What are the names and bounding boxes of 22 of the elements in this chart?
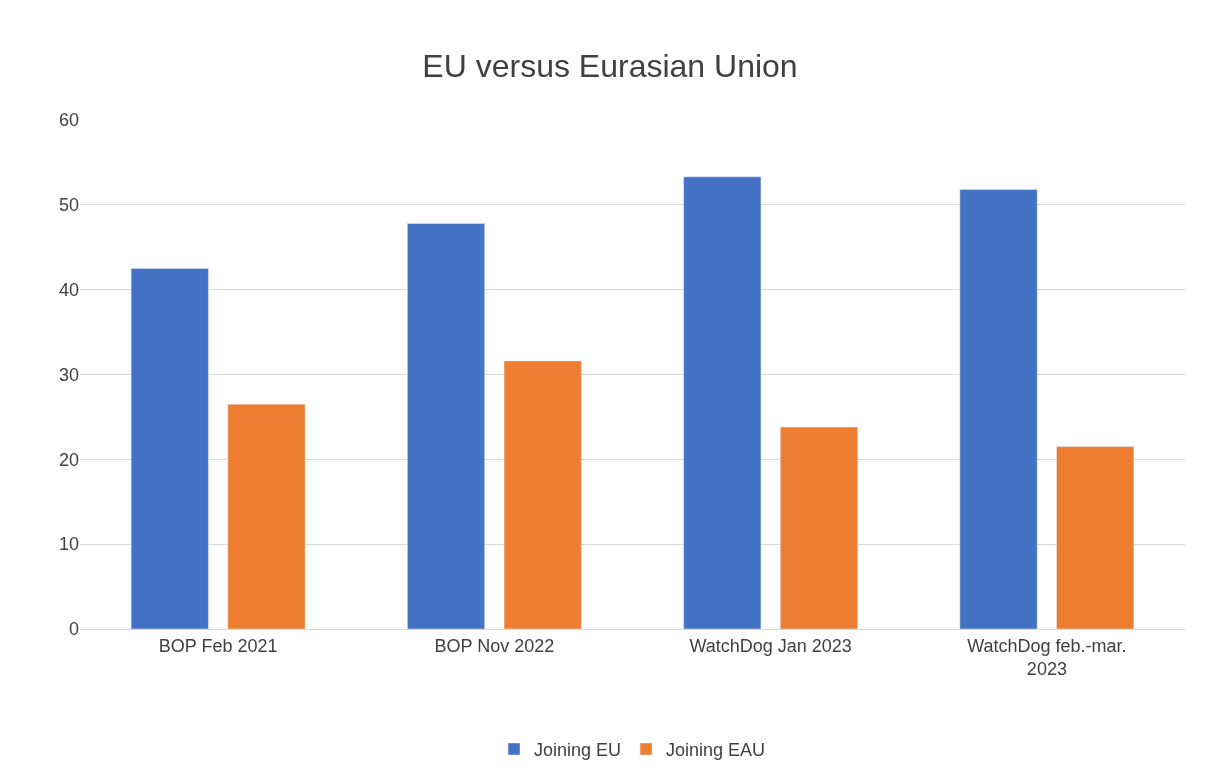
bar [959,189,1038,629]
x-tick-label: WatchDog Jan 2023 [689,635,852,656]
bar [407,223,485,629]
y-tick-label: 50 [58,195,79,216]
bar [227,403,306,629]
x-tick-label: BOP Feb 2021 [158,635,278,656]
bar [130,268,209,629]
bar [503,360,582,629]
y-tick-label: 10 [58,534,79,555]
bar [1056,446,1135,629]
y-tick-label: 20 [58,449,79,470]
y-tick-label: 40 [58,279,79,300]
legend-label: Joining EU [534,740,622,761]
x-tick-label: WatchDog feb.-mar. 2023 [967,635,1127,679]
legend-label: Joining EAU [666,740,766,761]
x-tick-label: BOP Nov 2022 [434,635,555,656]
y-tick-label: 30 [58,364,79,385]
y-tick-label: 60 [58,110,79,131]
y-tick-label: 0 [68,619,79,640]
bar [683,176,762,629]
bar [780,426,858,629]
chart-title: EU versus Eurasian Union [422,48,798,84]
